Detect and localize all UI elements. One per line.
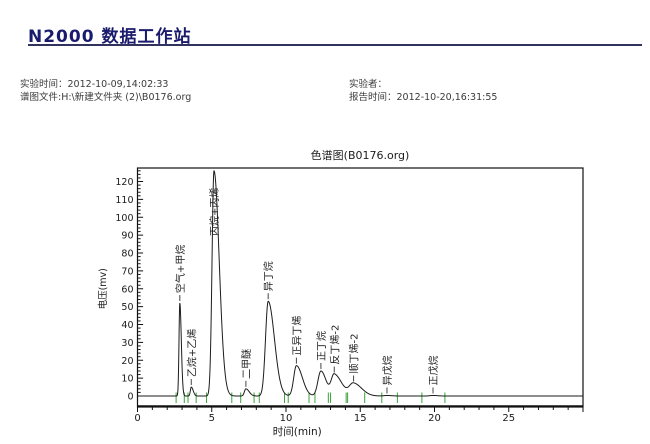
spectrum-file-line: 谱图文件:H:\新建文件夹 (2)\B0176.org (20, 92, 191, 105)
peak-label: 异戊烷 (381, 355, 394, 385)
peak-label: 反丁烯-2 (328, 325, 341, 365)
experiment-time-value: 2012-10-09,14:02:33 (67, 79, 169, 90)
report-time-line: 报告时间：2012-10-20,16:31:55 (349, 92, 497, 105)
report-time-value: 2012-10-20,16:31:55 (396, 91, 498, 103)
peak-label: 乙烷+乙烯 (185, 329, 198, 377)
spectrum-file-value: H:\新建文件夹 (2)\B0176.org (61, 91, 192, 103)
x-tick-label: 15 (354, 413, 367, 424)
y-tick-label: 10 (121, 374, 133, 385)
x-tick-label: 0 (134, 413, 140, 424)
peak-label: 顺丁烯-2 (348, 334, 361, 374)
operator-line: 实验者： (349, 79, 497, 92)
app-title: N2000 数据工作站 (28, 27, 192, 47)
y-tick-label: 110 (115, 195, 133, 206)
experiment-time-line: 实验时间：2012-10-09,14:02:33 (20, 79, 191, 92)
peak-label: 正戊烷 (427, 355, 440, 385)
peak-label: 异丁烷 (262, 261, 275, 291)
axis-ticks: 0 10 20 30 40 50 60 70 80 90 100 110 120 电压(mv) 0 5 10 15… (97, 170, 584, 438)
x-tick-label: 20 (428, 413, 441, 424)
title-rule (28, 44, 642, 46)
x-tick-label: 10 (280, 413, 293, 424)
info-left: 实验时间：2012-10-09,14:02:33 谱图文件:H:\新建文件夹 (… (20, 79, 191, 104)
y-tick-label: 30 (121, 338, 133, 349)
operator-label: 实验者： (349, 79, 388, 90)
y-axis-title: 电压(mv) (97, 268, 109, 309)
y-tick-label: 120 (115, 177, 133, 188)
y-tick-label: 20 (121, 356, 133, 367)
signal-curve (137, 170, 583, 397)
y-tick-label: 50 (121, 302, 133, 313)
peak-label: 正异丁烯 (290, 316, 303, 356)
info-right: 实验者： 报告时间：2012-10-20,16:31:55 (349, 79, 497, 104)
peak-label: 二甲醚 (240, 349, 253, 379)
x-tick-label: 25 (502, 413, 515, 424)
y-tick-label: 40 (121, 320, 133, 331)
report-time-label: 报告时间： (349, 91, 397, 103)
peak-boundary-markers (175, 392, 446, 403)
y-tick-label: 0 (127, 392, 133, 403)
x-tick-label: 5 (209, 413, 215, 424)
y-tick-label: 80 (121, 249, 133, 260)
peak-label: 丙烷+丙烯 (208, 188, 221, 236)
y-tick-label: 100 (115, 213, 133, 224)
experiment-time-label: 实验时间： (20, 79, 68, 90)
spectrum-file-label: 谱图文件: (20, 91, 62, 103)
x-axis-title: 时间(min) (273, 425, 322, 438)
chart-title: 色谱图(B0176.org) (310, 149, 410, 162)
peak-label: 正丁烷 (315, 331, 328, 361)
peak-label: 空气+甲烷 (174, 245, 187, 293)
chromatogram-trace (137, 170, 583, 397)
y-tick-label: 70 (121, 266, 133, 277)
y-tick-label: 60 (121, 284, 133, 295)
y-tick-label: 90 (121, 231, 133, 242)
